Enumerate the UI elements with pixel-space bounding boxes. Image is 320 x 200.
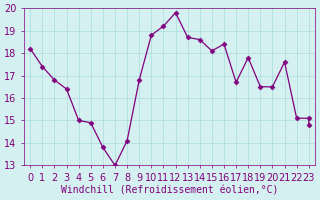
X-axis label: Windchill (Refroidissement éolien,°C): Windchill (Refroidissement éolien,°C) <box>61 186 278 196</box>
